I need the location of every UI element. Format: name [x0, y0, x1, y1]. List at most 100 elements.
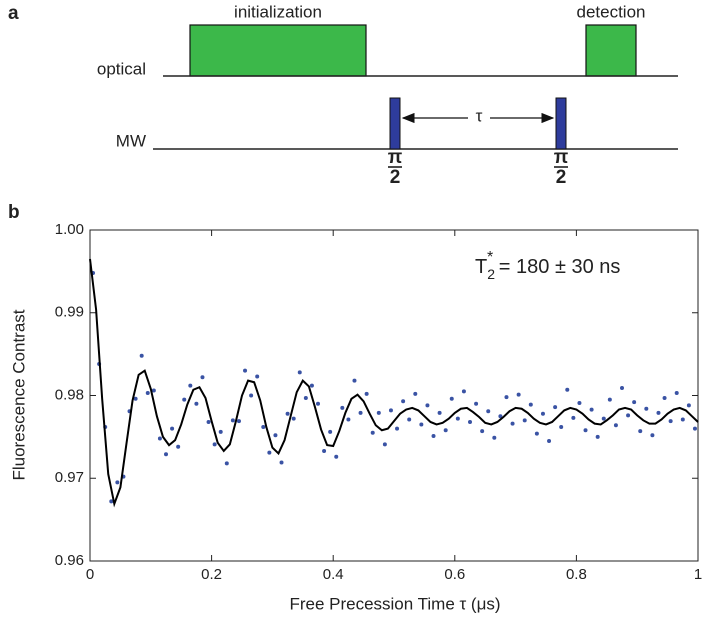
data-point: [607, 397, 612, 402]
x-axis-label: Free Precession Time τ (μs): [289, 594, 500, 613]
data-point: [249, 393, 254, 398]
data-point: [547, 439, 552, 444]
annotation: T2* = 180 ± 30 ns: [475, 249, 620, 281]
fraction-num: π: [554, 147, 569, 168]
x-tick-label: 0.4: [323, 566, 344, 583]
data-point: [309, 383, 314, 388]
y-tick-label: 1.00: [55, 221, 84, 238]
x-tick-label: 0.2: [201, 566, 222, 583]
fraction-den: 2: [556, 167, 567, 188]
data-point: [656, 410, 661, 415]
data-point: [255, 374, 260, 379]
data-point: [553, 405, 558, 410]
data-point: [449, 396, 454, 401]
data-point: [407, 417, 412, 422]
pulse-label: initialization: [234, 2, 322, 21]
annotation-sub: 2: [487, 266, 495, 282]
detect-pulse: [585, 24, 637, 77]
panel-label: b: [8, 202, 20, 223]
data-point: [668, 419, 673, 424]
data-point: [516, 392, 521, 397]
data-point: [455, 416, 460, 421]
data-point: [425, 403, 430, 408]
fit-line: [89, 258, 699, 508]
data-point: [565, 387, 570, 392]
data-point: [194, 401, 199, 406]
fraction-num: π: [388, 147, 403, 168]
data-point: [650, 433, 655, 438]
data-point: [279, 460, 284, 465]
data-point: [638, 429, 643, 434]
data-point: [212, 442, 217, 447]
y-axis-label: Fluorescence Contrast: [9, 309, 28, 480]
data-point: [370, 430, 375, 435]
data-point: [559, 424, 564, 429]
data-point: [364, 391, 369, 396]
data-point: [504, 395, 509, 400]
data-point: [133, 396, 138, 401]
data-point: [346, 417, 351, 422]
data-point: [613, 423, 618, 428]
data-point: [577, 400, 582, 405]
data-point: [200, 375, 205, 380]
data-point: [291, 416, 296, 421]
data-point: [352, 378, 357, 383]
data-point: [273, 433, 278, 438]
x-tick-label: 0: [86, 566, 94, 583]
data-point: [510, 421, 515, 426]
channel-label: optical: [97, 59, 146, 78]
data-point: [218, 429, 223, 434]
data-point: [243, 368, 248, 373]
data-point: [285, 411, 290, 416]
data-point: [224, 461, 229, 466]
data-point: [261, 424, 266, 429]
data-point: [528, 402, 533, 407]
plot-frame: [89, 229, 699, 562]
data-point: [382, 442, 387, 447]
data-point: [322, 448, 327, 453]
data-point: [492, 435, 497, 440]
y-tick-label: 0.97: [55, 469, 84, 486]
tau-label: τ: [476, 106, 483, 125]
data-point: [674, 391, 679, 396]
data-point: [601, 416, 606, 421]
annotation-base: T: [475, 256, 487, 278]
mw-pulse: [389, 97, 401, 150]
data-point: [328, 429, 333, 434]
data-point: [170, 426, 175, 431]
data-point: [620, 386, 624, 391]
data-point: [431, 434, 436, 439]
data-point: [182, 397, 187, 402]
data-point: [358, 410, 363, 415]
data-point: [644, 406, 649, 411]
data-point: [486, 409, 491, 414]
data-point: [686, 403, 691, 408]
data-point: [395, 426, 400, 431]
data-point: [540, 411, 545, 416]
y-tick-label: 0.96: [55, 552, 84, 569]
x-tick-label: 1: [694, 566, 702, 583]
data-point: [461, 389, 466, 394]
data-point: [474, 401, 479, 406]
data-point: [662, 395, 667, 400]
data-point: [589, 407, 594, 412]
data-point: [115, 480, 120, 485]
data-point: [109, 499, 114, 504]
data-point: [303, 395, 308, 400]
mw-pulse: [555, 97, 567, 150]
panel-label: a: [8, 3, 19, 24]
data-point: [145, 391, 150, 396]
plot: 0.96 0.97 0.98 0.99 1.00 0 0.2 0.4 0.6 0.8 1: [55, 221, 702, 583]
data-point: [139, 353, 144, 358]
data-point: [583, 428, 588, 433]
data-point: [334, 454, 339, 459]
data-point: [692, 426, 697, 431]
data-point: [267, 450, 272, 455]
data-point: [468, 419, 472, 424]
data-point: [176, 444, 181, 449]
data-point: [480, 429, 485, 434]
channel-label: MW: [116, 131, 146, 150]
annotation-text: = 180 ± 30 ns: [493, 256, 620, 278]
data-point: [437, 410, 442, 415]
data-point: [151, 388, 156, 393]
